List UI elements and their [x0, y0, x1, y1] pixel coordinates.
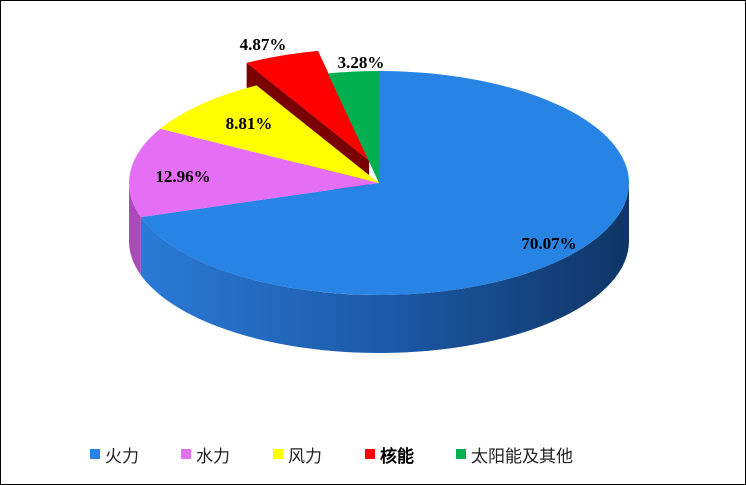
pie-chart: 70.07% 12.96% 8.81% 4.87% 3.28%	[129, 35, 629, 353]
slice-side-hydro	[129, 183, 141, 276]
data-label-solar-other: 3.28%	[338, 53, 385, 72]
data-label-hydro: 12.96%	[155, 167, 210, 186]
legend-label: 核能	[380, 446, 414, 467]
slice-side-thermal	[140, 183, 629, 353]
slice-nuclear	[246, 50, 370, 161]
legend-swatch	[90, 449, 100, 459]
legend-item-hydro: 水力	[181, 441, 230, 467]
slice-thermal	[140, 71, 629, 295]
data-label-nuclear: 4.87%	[240, 35, 287, 54]
legend-swatch	[181, 449, 191, 459]
legend-label: 风力	[288, 446, 322, 467]
data-label-wind: 8.81%	[226, 114, 273, 133]
legend: 火力 水力 风力 核能 太阳能及其他	[1, 441, 745, 467]
legend-label: 太阳能及其他	[471, 446, 573, 467]
legend-item-thermal: 火力	[90, 441, 139, 467]
legend-label: 火力	[105, 446, 139, 467]
legend-swatch	[365, 449, 375, 459]
slice-hydro	[129, 128, 379, 218]
legend-swatch	[456, 449, 466, 459]
legend-label: 水力	[196, 446, 230, 467]
legend-item-solar-other: 太阳能及其他	[456, 441, 573, 467]
legend-item-nuclear: 核能	[365, 441, 414, 467]
legend-item-wind: 风力	[273, 441, 322, 467]
slice-wind	[160, 85, 379, 183]
data-label-thermal: 70.07%	[521, 234, 576, 253]
slice-solar-other	[327, 71, 379, 183]
legend-swatch	[273, 449, 283, 459]
